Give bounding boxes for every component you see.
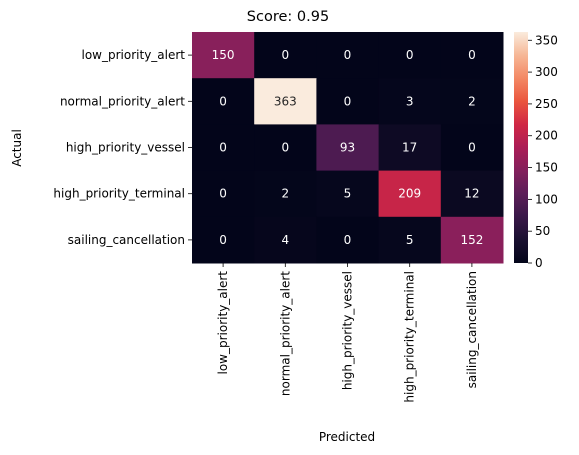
colorbar-tick-label: 350 <box>535 33 558 47</box>
heatmap-cell <box>192 170 255 218</box>
heatmap-cell-value: 93 <box>340 141 355 155</box>
y-tick-label: high_priority_terminal <box>53 187 185 201</box>
x-axis-label: Predicted <box>319 430 375 444</box>
heatmap-cell <box>254 124 317 172</box>
y-axis-label: Actual <box>10 129 24 167</box>
heatmap-cell-value: 0 <box>219 187 227 201</box>
heatmap-cell <box>192 78 255 125</box>
heatmap-cell <box>440 170 504 218</box>
heatmap-cell-value: 0 <box>406 48 414 62</box>
heatmap-cell <box>316 170 380 218</box>
chart-title: Score: 0.95 <box>247 9 329 25</box>
heatmap-cell-value: 0 <box>219 141 227 155</box>
x-tick-label: sailing_cancellation <box>465 271 479 388</box>
heatmap-cell-value: 0 <box>344 94 352 108</box>
heatmap-cell <box>378 216 442 264</box>
heatmap-cell-value: 0 <box>219 94 227 108</box>
heatmap-cell <box>254 78 317 125</box>
heatmap-cell-value: 2 <box>281 187 289 201</box>
heatmap-cell <box>192 216 255 264</box>
heatmap-cell <box>254 216 317 264</box>
y-tick-label: normal_priority_alert <box>60 94 185 108</box>
x-tick-label: high_priority_vessel <box>341 271 355 390</box>
colorbar-tick-label: 250 <box>535 97 558 111</box>
heatmap-cell-value: 0 <box>219 233 227 247</box>
heatmap-cell <box>440 124 504 172</box>
colorbar <box>514 32 528 263</box>
heatmap-cell-value: 0 <box>468 141 476 155</box>
colorbar-tick-label: 100 <box>535 192 558 206</box>
heatmap-cell <box>316 216 380 264</box>
colorbar-tick-label: 0 <box>535 256 543 270</box>
y-axis-ticks: low_priority_alert normal_priority_alerth… <box>53 48 192 247</box>
colorbar-tick-label: 150 <box>535 161 558 175</box>
colorbar-tick-label: 200 <box>535 129 558 143</box>
heatmap-cell-value: 4 <box>281 233 289 247</box>
heatmap-cell <box>440 32 504 79</box>
heatmap-cell-labels: 150 0 0 0 0 0 363 0 3 2 0 0 93 17 0 0 2 5 209 12 0 4 0 5 152 <box>212 48 484 247</box>
heatmap-cell <box>316 124 380 172</box>
heatmap-cell <box>440 78 504 125</box>
heatmap-cell <box>192 124 255 172</box>
heatmap-cell-value: 150 <box>212 48 235 62</box>
heatmap-cell-value: 0 <box>281 48 289 62</box>
heatmap-cells <box>192 32 504 264</box>
heatmap-cell <box>254 170 317 218</box>
heatmap-cell-value: 0 <box>344 233 352 247</box>
heatmap-cell-value: 2 <box>468 94 476 108</box>
heatmap-cell-value: 17 <box>402 141 417 155</box>
heatmap-cell-value: 0 <box>468 48 476 62</box>
heatmap-cell-value: 0 <box>281 141 289 155</box>
colorbar-tick-label: 300 <box>535 65 558 79</box>
heatmap-cell <box>378 170 442 218</box>
heatmap-cell-value: 0 <box>344 48 352 62</box>
heatmap-cell <box>378 32 442 79</box>
heatmap-cell <box>192 32 255 79</box>
x-tick-label: high_priority_terminal <box>403 271 417 403</box>
x-tick-label: low_priority_alert <box>216 271 230 375</box>
heatmap-cell <box>378 124 442 172</box>
y-tick-label: high_priority_vessel <box>66 141 185 155</box>
heatmap-cell-value: 12 <box>464 187 479 201</box>
heatmap-cell-value: 363 <box>274 94 297 108</box>
colorbar-tick-label: 50 <box>535 224 550 238</box>
heatmap-cell <box>440 216 504 264</box>
heatmap-cell-value: 5 <box>344 187 352 201</box>
x-tick-label: normal_priority_alert <box>278 271 292 396</box>
heatmap-cell-value: 5 <box>406 233 414 247</box>
heatmap-cell <box>254 32 317 79</box>
y-tick-label: low_priority_alert <box>82 48 186 62</box>
heatmap-cell-value: 209 <box>398 187 421 201</box>
heatmap-cell <box>316 78 380 125</box>
heatmap-cell-value: 152 <box>460 233 483 247</box>
heatmap-cell-value: 3 <box>406 94 414 108</box>
y-tick-label: sailing_cancellation <box>68 233 185 247</box>
heatmap-cell <box>378 78 442 125</box>
colorbar-ticks: 0 50 100 150 200 250 300 350 <box>528 33 558 270</box>
x-axis-ticks: low_priority_alert normal_priority_alert h… <box>216 263 479 403</box>
heatmap-cell <box>316 32 380 79</box>
